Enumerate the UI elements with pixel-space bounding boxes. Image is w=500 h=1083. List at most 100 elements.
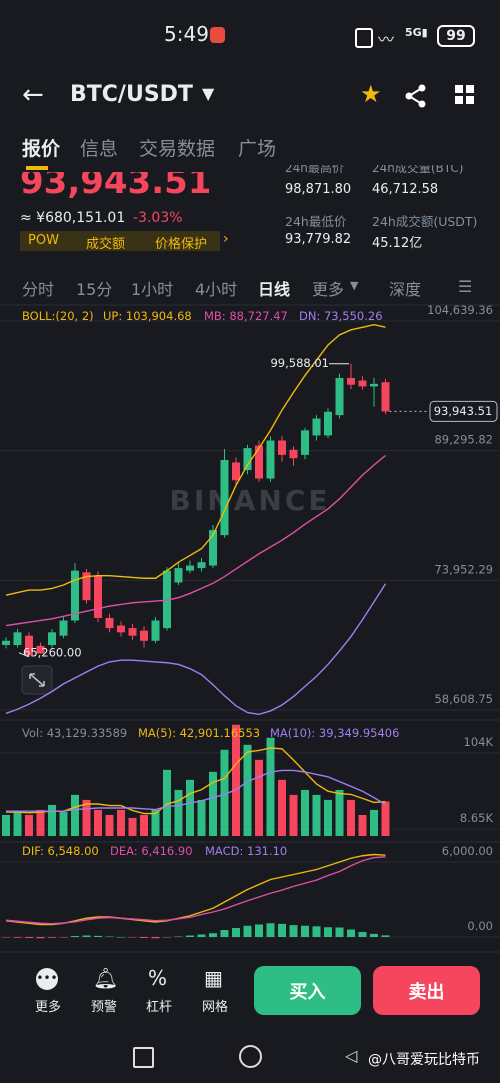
- volume-bar: [94, 809, 102, 836]
- toolbar-label[interactable]: 杠杆: [145, 1000, 172, 1015]
- back-button[interactable]: ←: [22, 80, 44, 110]
- macd-bar: [186, 935, 194, 937]
- y-tick-label: 104K: [464, 735, 494, 749]
- interval[interactable]: 分时: [22, 280, 55, 299]
- alert-icon[interactable]: 🔔︎: [93, 966, 119, 990]
- macd-bar: [232, 928, 240, 937]
- candle-body: [13, 632, 22, 645]
- volume-bar: [243, 744, 252, 836]
- candle-body: [301, 430, 309, 455]
- candle-body: [266, 440, 275, 479]
- tab[interactable]: 广场: [238, 138, 277, 160]
- y-tick-label: 73,952.29: [434, 562, 493, 576]
- y-tick-label: 89,295.82: [434, 433, 493, 447]
- macd-bar: [301, 925, 309, 937]
- interval[interactable]: 4小时: [195, 280, 238, 299]
- stat-value: 46,712.58: [372, 182, 439, 197]
- volume-bar: [82, 799, 91, 836]
- macd-bar: [255, 924, 263, 937]
- macd-bar: [266, 923, 275, 937]
- candle-body: [278, 440, 286, 455]
- tab[interactable]: 交易数据: [139, 138, 216, 160]
- indicator-line: [6, 747, 386, 815]
- favorite-star[interactable]: ★: [360, 80, 382, 108]
- legend: MB: 88,727.47: [204, 309, 288, 323]
- volume-bar: [324, 799, 332, 836]
- volume-bar: [335, 789, 344, 836]
- legend: Vol: 43,129.33589: [22, 726, 128, 740]
- legend: DN: 73,550.26: [299, 309, 383, 323]
- macd-bar: [197, 934, 206, 937]
- buy-button[interactable]: 买入: [254, 966, 361, 1015]
- legend: MA(10): 39,349.95406: [270, 726, 400, 740]
- signal-icon: 5G▮: [405, 26, 428, 39]
- candle-body: [36, 645, 45, 654]
- leverage-icon[interactable]: %: [148, 966, 168, 990]
- settings-icon[interactable]: ☰: [458, 277, 473, 296]
- stat-value: 98,871.80: [285, 182, 352, 197]
- tab[interactable]: 信息: [80, 138, 119, 160]
- symbol-caret[interactable]: ▼: [202, 84, 215, 103]
- macd-bar: [220, 930, 229, 937]
- indicator-line: [5, 856, 386, 925]
- candle-body: [335, 377, 344, 416]
- macd-bar: [358, 932, 367, 937]
- tag-arrow[interactable]: ›: [223, 231, 229, 247]
- toolbar-label[interactable]: 网格: [201, 1000, 228, 1015]
- toolbar-label[interactable]: 预警: [90, 1000, 117, 1015]
- volume-bar: [220, 749, 229, 836]
- macd-bar: [324, 927, 332, 937]
- symbol[interactable]: BTC/USDT: [70, 82, 193, 107]
- sell-button[interactable]: 卖出: [373, 966, 480, 1015]
- candle-body: [174, 568, 183, 583]
- volume-bar: [301, 789, 309, 836]
- volume-bar: [289, 794, 298, 836]
- tab-indicator: [26, 166, 48, 170]
- interval[interactable]: 更多: [312, 280, 345, 299]
- nav-back[interactable]: ◁: [345, 1046, 358, 1065]
- interval-caret[interactable]: ▼: [350, 279, 359, 292]
- volume-bar: [312, 794, 321, 836]
- candle-body: [220, 459, 229, 536]
- tag[interactable]: 价格保护: [155, 237, 208, 252]
- more-icon[interactable]: •••: [36, 968, 58, 990]
- tag-bar[interactable]: [20, 231, 220, 251]
- grid-icon[interactable]: ▦: [204, 966, 223, 990]
- volume-bar: [186, 779, 194, 836]
- volume-bar: [381, 801, 390, 836]
- nav-home[interactable]: [239, 1045, 262, 1068]
- volume-bar: [36, 809, 45, 836]
- nav-recent[interactable]: [133, 1047, 154, 1068]
- tag[interactable]: POW: [28, 233, 59, 248]
- last-price-box: [429, 400, 498, 422]
- y-tick-label: 104,639.36: [427, 303, 493, 317]
- battery: 99: [437, 25, 475, 47]
- toolbar-label[interactable]: 更多: [34, 1000, 61, 1015]
- layout-icon[interactable]: [455, 85, 475, 105]
- macd-bar: [48, 937, 56, 938]
- legend: MA(5): 42,901.16553: [138, 726, 261, 740]
- tab[interactable]: 报价: [22, 138, 61, 160]
- stat-label: 24h成交量(BTC): [372, 165, 464, 175]
- volume-bar: [48, 804, 56, 836]
- tag[interactable]: 成交额: [86, 237, 126, 252]
- interval[interactable]: 1小时: [131, 280, 174, 299]
- candle-body: [209, 530, 217, 566]
- volume-bar: [25, 814, 33, 836]
- stat-value: 45.12亿: [372, 236, 423, 251]
- interval-active[interactable]: 日线: [258, 280, 291, 299]
- interval[interactable]: 15分: [76, 280, 113, 299]
- y-tick-label: 0.00: [467, 919, 493, 933]
- macd-bar: [128, 937, 137, 938]
- last-price: 93,943.51: [20, 172, 212, 202]
- macd-bar: [163, 937, 171, 938]
- legend: UP: 103,904.68: [103, 309, 192, 323]
- volume-bar: [370, 809, 378, 836]
- volume-bar: [209, 771, 217, 836]
- y-tick-label: 8.65K: [460, 811, 494, 825]
- interval[interactable]: 深度: [389, 280, 422, 299]
- share-icon[interactable]: [404, 84, 428, 108]
- volume-bar: [71, 794, 79, 836]
- price-clip: 93,943.51: [0, 172, 270, 202]
